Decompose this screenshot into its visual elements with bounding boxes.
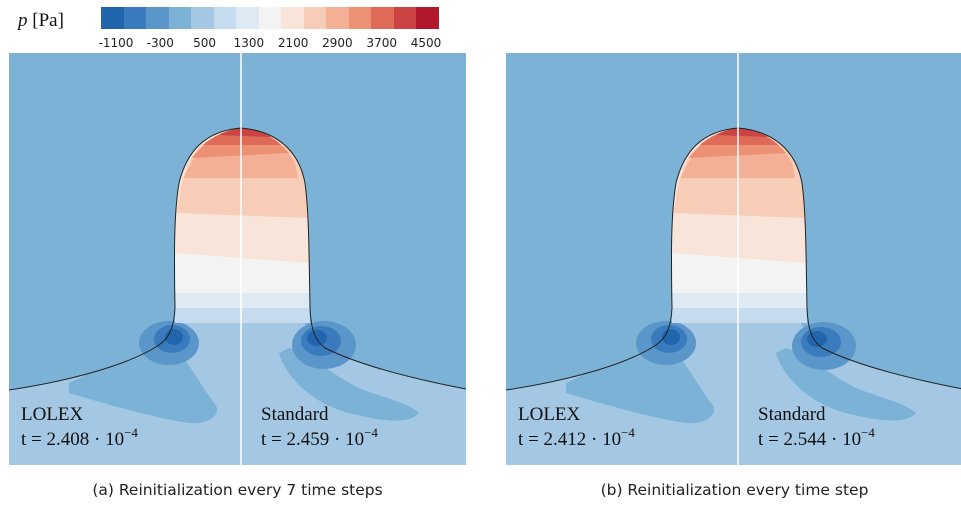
panel-a-right-method: Standard [261, 404, 329, 425]
colorbar-swatch [236, 7, 259, 29]
colorbar-ticks: -1100 -300 500 1300 2100 2900 3700 4500 [90, 36, 470, 54]
colorbar-tick-label: 500 [193, 36, 217, 50]
panel-a-right-time: t = 2.459 · 10−4 [261, 425, 378, 450]
colorbar-tick-label: 1300 [233, 36, 265, 50]
pressure-field-b [506, 53, 961, 465]
colorbar-swatch [416, 7, 439, 29]
colorbar-tick-label: -1100 [98, 36, 134, 50]
colorbar-swatch [168, 7, 192, 29]
colorbar-swatch [393, 7, 417, 29]
colorbar-swatch [371, 7, 394, 29]
colorbar-variable: p [18, 10, 28, 31]
colorbar [101, 7, 439, 29]
colorbar-swatch [213, 7, 237, 29]
colorbar-unit: [Pa] [32, 10, 64, 31]
colorbar-swatch [123, 7, 147, 29]
panel-b: LOLEX t = 2.412 · 10−4 Standard t = 2.54… [506, 53, 961, 465]
colorbar-swatch [146, 7, 169, 29]
colorbar-tick-label: -300 [146, 36, 174, 50]
colorbar-swatch [326, 7, 349, 29]
colorbar-tick-label: 4500 [410, 36, 442, 50]
colorbar-tick-label: 2100 [277, 36, 309, 50]
colorbar-tick-label: 2900 [322, 36, 353, 50]
caption-b: (b) Reinitialization every time step [600, 481, 869, 499]
panel-b-right-method: Standard [758, 404, 826, 425]
panel-b-left-method: LOLEX [518, 404, 581, 425]
panel-b-left-time: t = 2.412 · 10−4 [518, 425, 635, 450]
panel-a-left-time: t = 2.408 · 10−4 [21, 425, 138, 450]
colorbar-title: p [Pa] [18, 10, 64, 32]
colorbar-swatch [191, 7, 214, 29]
colorbar-tick-label: 3700 [366, 36, 397, 50]
colorbar-swatch [281, 7, 304, 29]
panel-b-right-time: t = 2.544 · 10−4 [758, 425, 875, 450]
caption-a: (a) Reinitialization every 7 time steps [92, 481, 383, 499]
colorbar-swatch [348, 7, 372, 29]
colorbar-swatch [101, 7, 124, 29]
panel-a-left-method: LOLEX [21, 404, 84, 425]
colorbar-swatch [303, 7, 327, 29]
panel-a: LOLEX t = 2.408 · 10−4 Standard t = 2.45… [9, 53, 466, 465]
colorbar-swatch [258, 7, 282, 29]
pressure-field-a [9, 53, 466, 465]
